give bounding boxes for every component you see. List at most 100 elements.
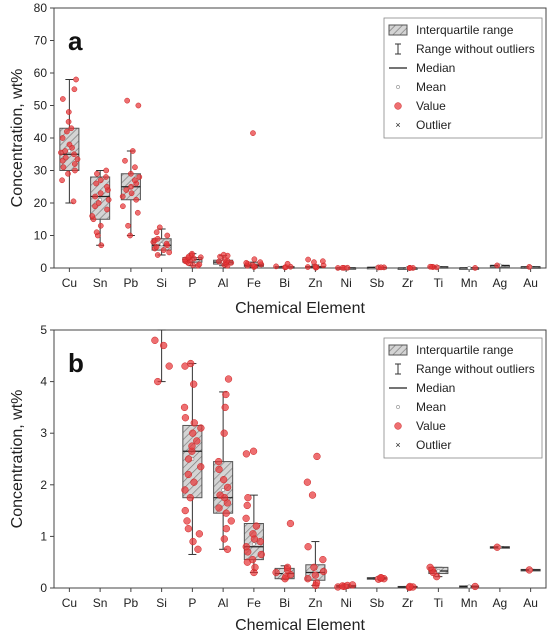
value-point [305, 256, 311, 263]
value-point [119, 193, 126, 200]
value-point [189, 429, 197, 437]
value-point [272, 568, 280, 577]
value-point [136, 174, 143, 180]
legend-label: Interquartile range [416, 23, 514, 37]
legend-label: Interquartile range [416, 343, 514, 357]
x-tick-label: P [188, 276, 196, 290]
y-tick-label: 50 [34, 99, 48, 113]
value-point [257, 259, 264, 265]
value-point [312, 579, 321, 587]
value-point [303, 478, 312, 486]
x-tick-label: P [188, 596, 196, 610]
value-point [525, 566, 533, 574]
value-point [181, 414, 190, 422]
value-point [249, 530, 257, 538]
panel-a: 0 10 20 30 40 50 60 70 80 Cu Sn Pb Si P Al Fe Bi Zn Ni Sb Zr… [9, 1, 547, 317]
value-point [73, 76, 79, 83]
value-point [122, 157, 128, 164]
x-tick-label: Zr [402, 596, 413, 610]
value-point [526, 264, 533, 270]
value-point [251, 256, 258, 263]
value-point [319, 258, 326, 265]
value-point [70, 198, 77, 205]
value-point [184, 525, 193, 533]
y-axis-title: Concentration, wt% [9, 69, 26, 208]
value-point [156, 224, 163, 231]
legend-label: Value [416, 99, 446, 113]
value-point [243, 259, 250, 266]
x-tick-label: Si [156, 276, 167, 290]
value-point [128, 183, 134, 190]
value-point [120, 203, 126, 210]
legend-label: Median [416, 381, 455, 395]
value-point [66, 141, 73, 148]
value-point [250, 130, 256, 136]
y-tick-label: 1 [40, 529, 47, 543]
panel-letter: a [68, 26, 83, 56]
legend-symbol-mean [396, 85, 400, 89]
y-tick-label: 70 [34, 34, 48, 48]
plot-frame [53, 329, 547, 589]
x-tick-label: Zn [308, 596, 322, 610]
x-tick-label: Sb [370, 276, 385, 290]
value-point [93, 180, 99, 187]
value-point [132, 164, 138, 171]
value-point [183, 517, 191, 525]
panel-letter: b [68, 348, 84, 378]
value-point [166, 249, 173, 256]
value-point [105, 196, 112, 203]
value-point [313, 452, 321, 461]
value-point [154, 252, 161, 258]
value-point [133, 196, 140, 203]
value-point [165, 362, 173, 370]
value-point [252, 522, 261, 530]
legend-symbol-value [394, 422, 402, 430]
value-point [220, 429, 228, 437]
y-axis-title: Concentration, wt% [9, 390, 26, 529]
value-point [219, 475, 228, 484]
y-tick-label: 10 [34, 229, 48, 243]
x-tick-label: Fe [247, 596, 261, 610]
value-point [123, 187, 130, 193]
value-point [215, 465, 223, 473]
legend-symbol-mean [396, 405, 400, 409]
value-point [197, 424, 205, 432]
value-point [242, 450, 251, 458]
value-point [216, 491, 224, 499]
value-point [128, 190, 135, 197]
x-tick-label: Zn [308, 276, 322, 290]
value-point [103, 167, 110, 174]
x-tick-label: Au [523, 276, 538, 290]
x-tick-label: Bi [279, 276, 290, 290]
value-point [189, 250, 195, 257]
value-point [71, 151, 77, 158]
value-point [197, 463, 205, 471]
value-point [187, 359, 195, 368]
value-point [62, 154, 69, 161]
legend-symbol-value [394, 102, 402, 110]
value-point [59, 135, 66, 141]
value-point [72, 167, 78, 174]
value-point [308, 491, 317, 499]
value-point [214, 457, 223, 466]
value-point [97, 222, 104, 229]
value-point [164, 232, 171, 239]
value-point [154, 235, 161, 242]
mean-marker [251, 542, 256, 547]
value-point [184, 470, 193, 479]
value-point [242, 543, 250, 551]
y-tick-label: 20 [34, 196, 48, 210]
x-tick-label: Si [156, 596, 167, 610]
x-tick-label: Sn [93, 596, 108, 610]
value-point [257, 550, 265, 559]
legend-label: Value [416, 419, 446, 433]
value-point [244, 494, 252, 502]
value-point [188, 442, 196, 450]
mean-marker [221, 488, 226, 492]
legend: Interquartile range Range without outlier… [383, 17, 543, 139]
value-point [189, 537, 197, 546]
legend-symbol-iqr [388, 24, 408, 36]
value-point [190, 380, 198, 388]
x-tick-label: Pb [124, 276, 139, 290]
